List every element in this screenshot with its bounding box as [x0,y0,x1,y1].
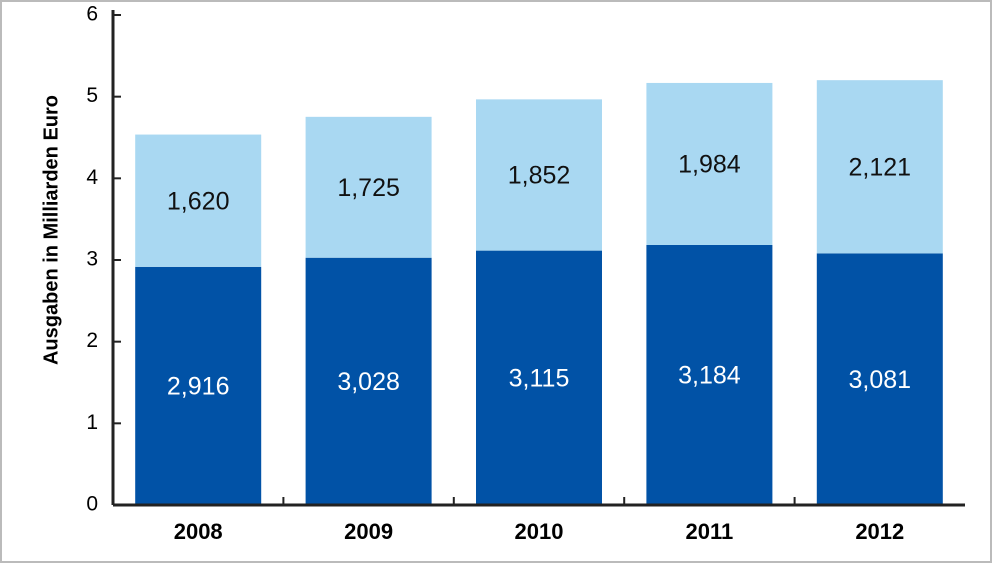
y-tick-label: 6 [86,3,98,26]
y-tick-label: 2 [86,329,98,352]
y-tick-label: 1 [86,411,98,434]
bar-segment [646,82,773,245]
bar-segment [135,134,262,267]
value-label: 2,121 [849,153,912,181]
y-axis-label: Ausgaben in Milliarden Euro [40,95,62,365]
value-label: 1,620 [167,187,230,215]
value-label: 1,725 [337,174,400,202]
value-label: 1,852 [508,162,571,190]
y-tick-label: 0 [86,493,98,516]
value-label: 3,184 [678,362,741,390]
x-tick-label: 2011 [686,519,734,544]
value-label: 2,916 [167,373,230,401]
bar-segment [816,80,943,254]
bar-segment [476,99,602,251]
value-label: 3,081 [849,366,912,394]
bar-segment [305,257,432,505]
x-tick-label: 2010 [515,519,564,544]
value-label: 1,984 [678,151,741,179]
value-label: 3,028 [337,368,400,396]
bar-segment [305,116,432,258]
y-tick-label: 3 [86,248,98,271]
y-tick-label: 4 [86,166,98,189]
value-label: 3,115 [509,364,570,392]
bar-segment [476,250,602,505]
y-tick-label: 5 [86,84,98,107]
x-tick-label: 2009 [344,519,393,544]
bar-segment [816,253,943,505]
bar-segment [135,266,262,505]
x-tick-label: 2012 [855,519,904,544]
x-tick-label: 2008 [174,519,223,544]
bar-segment [646,244,773,505]
